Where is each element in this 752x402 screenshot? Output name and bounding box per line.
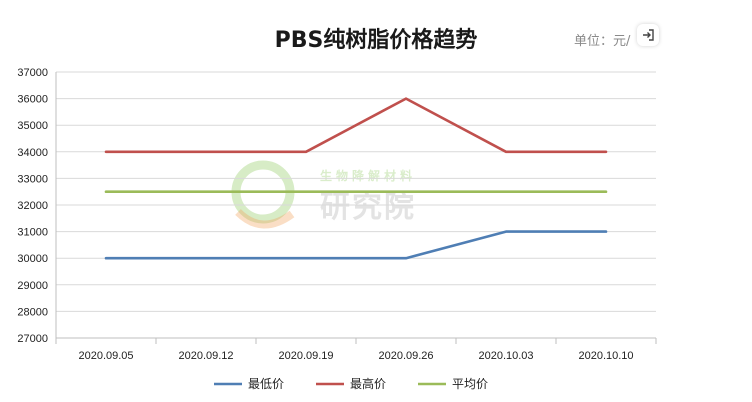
series-line (104, 97, 608, 154)
y-tick-label: 27000 (17, 333, 48, 345)
y-tick-label: 36000 (17, 94, 48, 106)
y-tick-label: 37000 (17, 67, 48, 79)
x-tick-label: 2020.09.12 (178, 350, 233, 362)
watermark-big-text: 研究院 (320, 190, 416, 225)
watermark: 生物降解材料 研究院 (231, 160, 416, 229)
y-tick-label: 30000 (17, 253, 48, 265)
y-tick-label: 34000 (17, 147, 48, 159)
export-button[interactable] (637, 24, 659, 46)
unit-label: 单位：元/ (574, 34, 631, 49)
y-tick-label: 32000 (17, 200, 48, 212)
y-tick-label: 35000 (17, 120, 48, 132)
y-tick-label: 29000 (17, 280, 48, 292)
x-tick-label: 2020.09.19 (278, 350, 333, 362)
x-tick-label: 2020.09.26 (378, 350, 433, 362)
watermark-small-text: 生物降解材料 (320, 168, 416, 183)
x-tick-label: 2020.10.10 (578, 350, 633, 362)
y-tick-label: 28000 (17, 306, 48, 318)
watermark-logo-icon (231, 160, 295, 229)
chart-title: PBS纯树脂价格趋势 (274, 28, 478, 53)
series-line (104, 230, 608, 260)
x-tick-label: 2020.10.03 (478, 350, 533, 362)
legend-label: 最高价 (350, 376, 386, 391)
legend-label: 平均价 (452, 377, 488, 391)
x-tick-label: 2020.09.05 (78, 350, 133, 362)
y-tick-label: 31000 (17, 227, 48, 239)
export-icon (643, 29, 654, 41)
y-tick-label: 33000 (17, 173, 48, 185)
legend-label: 最低价 (248, 377, 284, 391)
